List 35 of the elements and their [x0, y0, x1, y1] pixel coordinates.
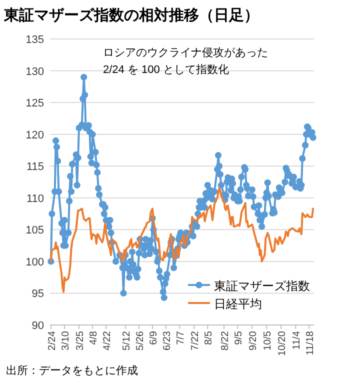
- y-tick-label: 95: [32, 288, 44, 300]
- legend-label: 東証マザーズ指数: [214, 279, 310, 293]
- y-tick-label: 110: [26, 192, 44, 205]
- x-tick-label: 2/24: [46, 330, 58, 350]
- x-tick-label: 10/5: [262, 330, 274, 350]
- annotation: ロシアのウクライナ侵攻があった: [103, 47, 268, 59]
- x-tick-label: 5/12: [121, 330, 132, 350]
- x-tick-label: 9/20: [248, 330, 260, 350]
- y-tick-label: 120: [26, 129, 44, 142]
- x-tick-label: 8/22: [220, 330, 232, 350]
- x-tick-label: 7/22: [190, 330, 202, 350]
- x-tick-label: 9/5: [234, 330, 245, 345]
- legend-label: 日経平均: [214, 297, 262, 311]
- x-tick-label: 8/5: [204, 330, 215, 345]
- y-tick-label: 100: [26, 256, 44, 268]
- x-tick-label: 11/18: [305, 330, 316, 356]
- x-tick-label: 10/20: [277, 330, 288, 356]
- x-tick-label: 3/25: [75, 330, 86, 350]
- y-tick-label: 105: [26, 224, 44, 237]
- x-tick-label: 5/26: [134, 330, 146, 350]
- text: 出所：データをもとに作成: [6, 364, 138, 377]
- x-tick-label: 4/22: [102, 330, 114, 350]
- y-tick-label: 130: [26, 66, 44, 78]
- y-tick-label: 135: [26, 34, 44, 46]
- x-tick-label: 4/8: [88, 330, 100, 345]
- y-tick-label: 125: [26, 98, 44, 110]
- x-tick-label: 6/23: [162, 330, 174, 350]
- chart-title: 東証マザーズ指数の相対推移（日足）: [3, 6, 259, 24]
- x-tick-label: 11/4: [292, 330, 303, 350]
- y-tick-label: 115: [26, 161, 44, 174]
- x-tick-label: 7/7: [176, 330, 187, 345]
- annotation: 2/24 を 100 として指数化: [103, 64, 229, 76]
- x-tick-label: 3/10: [60, 330, 72, 350]
- x-tick-label: 6/9: [148, 330, 160, 345]
- y-tick-label: 90: [32, 320, 44, 332]
